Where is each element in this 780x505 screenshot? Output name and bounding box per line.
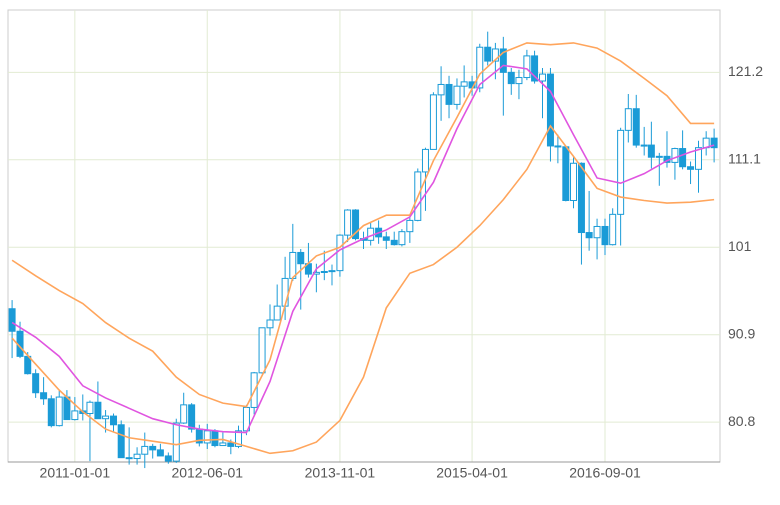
- candle-body: [624, 108, 632, 131]
- candle-body: [235, 430, 243, 447]
- candle-body: [562, 146, 570, 201]
- candle-body: [336, 234, 344, 272]
- candle-body: [577, 162, 585, 234]
- candle-body: [421, 148, 429, 173]
- candle-body: [390, 239, 398, 246]
- candle-body: [531, 55, 539, 82]
- candle-body: [710, 137, 718, 149]
- x-tick-label: 2012-06-01: [171, 465, 243, 481]
- candle-body: [507, 71, 515, 85]
- candle-body: [476, 46, 484, 89]
- band-line: [11, 124, 715, 455]
- candle-body: [71, 410, 79, 421]
- candle-body: [203, 430, 211, 444]
- candle-body: [94, 401, 102, 420]
- candle-body: [172, 422, 180, 462]
- candle-body: [671, 148, 679, 163]
- candle-body: [539, 73, 547, 82]
- band-line: [11, 64, 715, 434]
- candle-body: [601, 225, 609, 246]
- candle-body: [47, 398, 55, 427]
- y-tick-label: 121.2: [728, 63, 763, 79]
- candle-body: [63, 396, 71, 421]
- x-tick-label: 2015-04-01: [436, 465, 508, 481]
- candle-body: [593, 225, 601, 239]
- x-tick-label: 2011-01-01: [40, 465, 111, 481]
- candle-body: [211, 430, 219, 447]
- candle-body: [328, 270, 336, 273]
- candle-body: [110, 415, 118, 426]
- y-tick-label: 80.8: [728, 413, 755, 429]
- candle-body: [273, 305, 281, 321]
- candle-body: [585, 232, 593, 239]
- candle-body: [382, 236, 390, 241]
- candle-body: [515, 77, 523, 85]
- candle-body: [219, 442, 227, 447]
- candle-body: [640, 144, 648, 147]
- candle-body: [679, 148, 687, 168]
- candle-body: [632, 108, 640, 146]
- candle-body: [617, 129, 625, 215]
- candle-body: [102, 415, 110, 420]
- candle-body: [491, 48, 499, 62]
- candle-body: [499, 48, 507, 73]
- candle-body: [694, 147, 702, 170]
- candle-body: [554, 145, 562, 148]
- candle-body: [149, 445, 157, 451]
- candle-body: [188, 404, 196, 430]
- candle-body: [86, 401, 94, 415]
- candle-body: [125, 457, 133, 460]
- candle-body: [133, 453, 141, 460]
- x-tick-label: 2016-09-01: [569, 465, 641, 481]
- candle-body: [8, 308, 16, 332]
- candle-body: [297, 251, 305, 265]
- candle-body: [32, 373, 40, 394]
- candle-body: [398, 231, 406, 246]
- candle-body: [609, 213, 617, 246]
- candle-body: [156, 449, 164, 457]
- candle-body: [445, 83, 453, 105]
- candle-body: [687, 166, 695, 170]
- candle-body: [460, 81, 468, 87]
- candle-body: [320, 271, 328, 274]
- candle-body: [141, 445, 149, 455]
- band-line: [11, 42, 715, 408]
- candle-body: [24, 355, 32, 375]
- candle-body: [570, 162, 578, 201]
- candle-body: [546, 73, 554, 147]
- candle-body: [289, 251, 297, 279]
- plot-frame: [7, 9, 721, 463]
- candle-body: [655, 155, 663, 158]
- candle-body: [117, 424, 125, 459]
- candle-body: [258, 327, 266, 374]
- candle-body: [647, 144, 655, 158]
- candle-body: [266, 319, 274, 329]
- candle-body: [164, 455, 172, 462]
- candle-body: [55, 396, 63, 427]
- candle-body: [180, 404, 188, 424]
- candle-body: [437, 83, 445, 96]
- y-tick-label: 101: [728, 238, 752, 254]
- candle-body: [40, 392, 48, 400]
- candle-body: [352, 209, 360, 240]
- candle-body: [429, 94, 437, 150]
- candle-body: [523, 55, 531, 79]
- candle-body: [344, 209, 352, 236]
- candle-body: [281, 277, 289, 307]
- candle-body: [484, 46, 492, 62]
- y-tick-label: 111.1: [728, 151, 761, 167]
- candle-body: [453, 85, 461, 105]
- candle-body: [406, 219, 414, 233]
- y-tick-label: 90.9: [728, 325, 755, 341]
- x-tick-label: 2013-11-01: [305, 465, 376, 481]
- candle-body: [227, 442, 235, 447]
